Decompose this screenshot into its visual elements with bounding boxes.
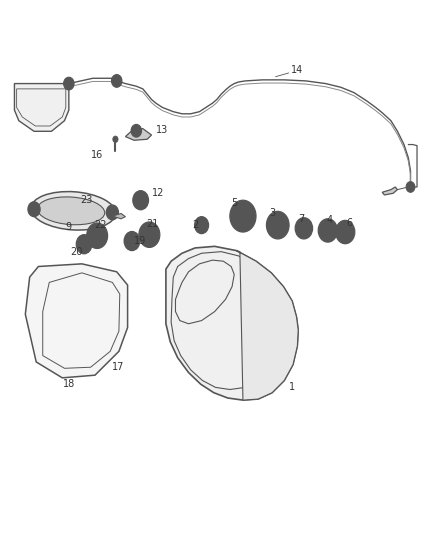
Circle shape (92, 229, 103, 243)
Circle shape (336, 220, 355, 244)
Text: 18: 18 (63, 379, 75, 389)
Text: 4: 4 (327, 215, 333, 225)
Text: 1: 1 (289, 382, 295, 392)
Polygon shape (14, 84, 69, 131)
Circle shape (133, 191, 148, 210)
Circle shape (266, 212, 289, 239)
Text: 5: 5 (231, 198, 237, 208)
Circle shape (124, 231, 140, 251)
Circle shape (318, 219, 337, 242)
Text: 3: 3 (269, 208, 275, 219)
Circle shape (295, 217, 313, 239)
Polygon shape (25, 264, 127, 378)
Circle shape (87, 223, 108, 248)
Polygon shape (125, 128, 152, 140)
Text: 2: 2 (192, 220, 198, 230)
Circle shape (300, 223, 308, 233)
Circle shape (80, 239, 88, 249)
Polygon shape (237, 251, 298, 400)
Text: 19: 19 (134, 236, 146, 246)
Circle shape (194, 216, 208, 233)
Circle shape (144, 228, 155, 241)
Text: 17: 17 (113, 362, 125, 372)
Circle shape (406, 182, 415, 192)
Circle shape (112, 75, 122, 87)
Text: 7: 7 (299, 214, 305, 224)
Text: 21: 21 (147, 219, 159, 229)
Text: 6: 6 (346, 218, 353, 228)
Circle shape (76, 235, 92, 254)
Circle shape (272, 217, 284, 232)
Circle shape (127, 236, 136, 246)
Circle shape (236, 208, 250, 224)
Text: 16: 16 (92, 150, 104, 160)
Text: 14: 14 (291, 66, 304, 75)
Circle shape (340, 225, 350, 238)
Circle shape (28, 202, 40, 216)
Circle shape (230, 200, 256, 232)
Polygon shape (113, 214, 125, 219)
Text: 9: 9 (66, 222, 72, 232)
Circle shape (131, 124, 141, 137)
Text: 23: 23 (80, 195, 92, 205)
Text: 12: 12 (152, 188, 164, 198)
Polygon shape (382, 187, 397, 195)
Ellipse shape (37, 197, 105, 225)
Circle shape (64, 77, 74, 90)
Circle shape (322, 224, 333, 237)
Circle shape (136, 195, 145, 206)
Polygon shape (166, 246, 298, 400)
Circle shape (106, 205, 118, 220)
Text: 13: 13 (156, 125, 168, 135)
Circle shape (113, 136, 118, 142)
Circle shape (139, 222, 160, 247)
Text: 20: 20 (70, 247, 82, 257)
Circle shape (198, 221, 205, 229)
Text: 22: 22 (94, 220, 107, 230)
Ellipse shape (31, 191, 116, 230)
